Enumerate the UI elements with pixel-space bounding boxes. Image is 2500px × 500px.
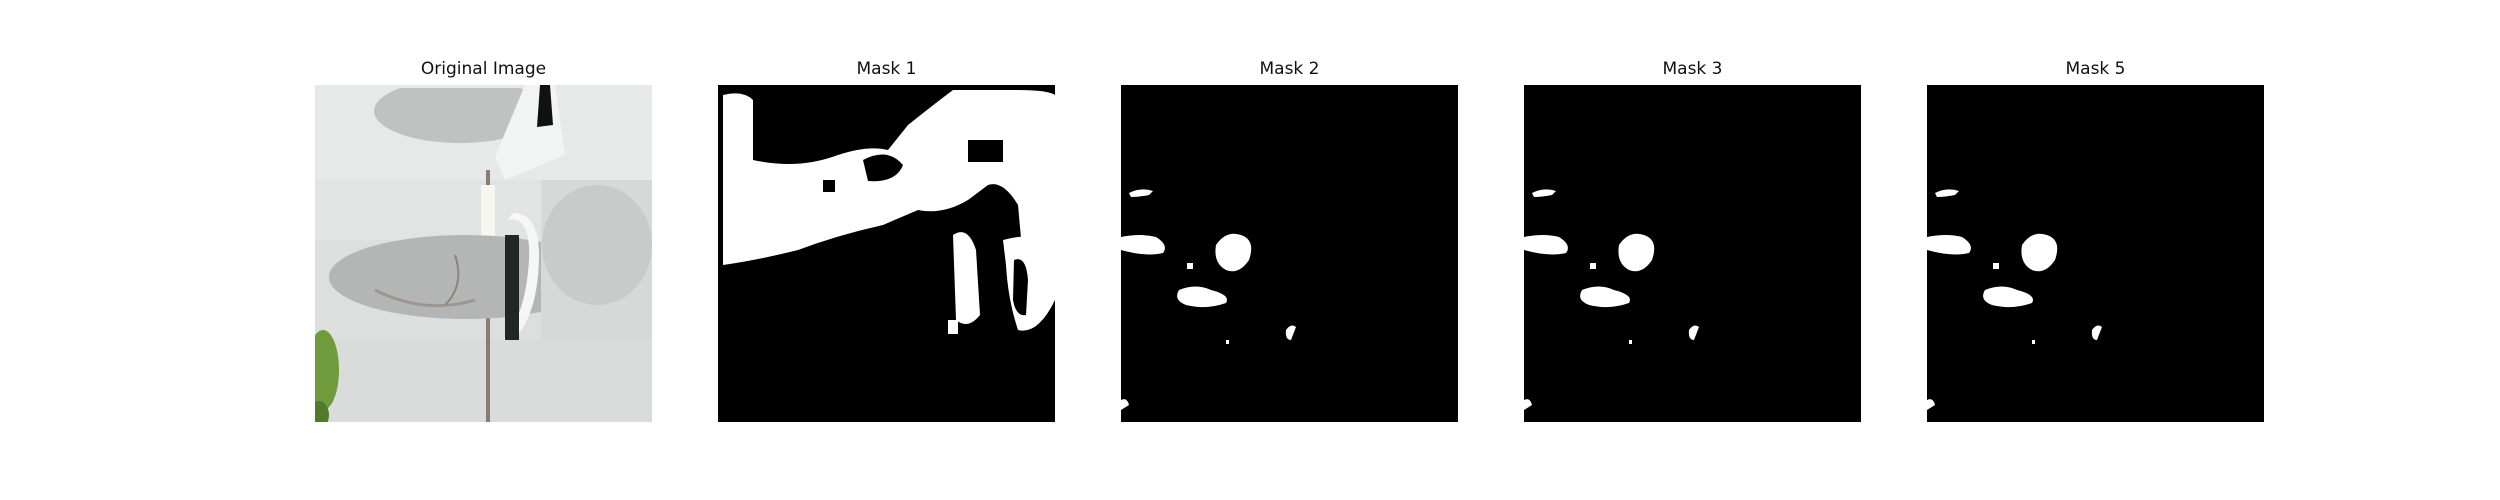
panel-title: Mask 1 — [856, 59, 917, 79]
mask-3-image — [1524, 85, 1861, 422]
mask-5-image — [1927, 85, 2264, 422]
panel-title: Mask 5 — [2065, 59, 2126, 79]
panel-title: Mask 2 — [1259, 59, 1320, 79]
mask-2-image — [1121, 85, 1458, 422]
panel-title: Mask 3 — [1662, 59, 1723, 79]
panel-title: Original Image — [420, 59, 547, 79]
mask-1-image — [718, 85, 1055, 422]
original-image — [315, 85, 652, 422]
